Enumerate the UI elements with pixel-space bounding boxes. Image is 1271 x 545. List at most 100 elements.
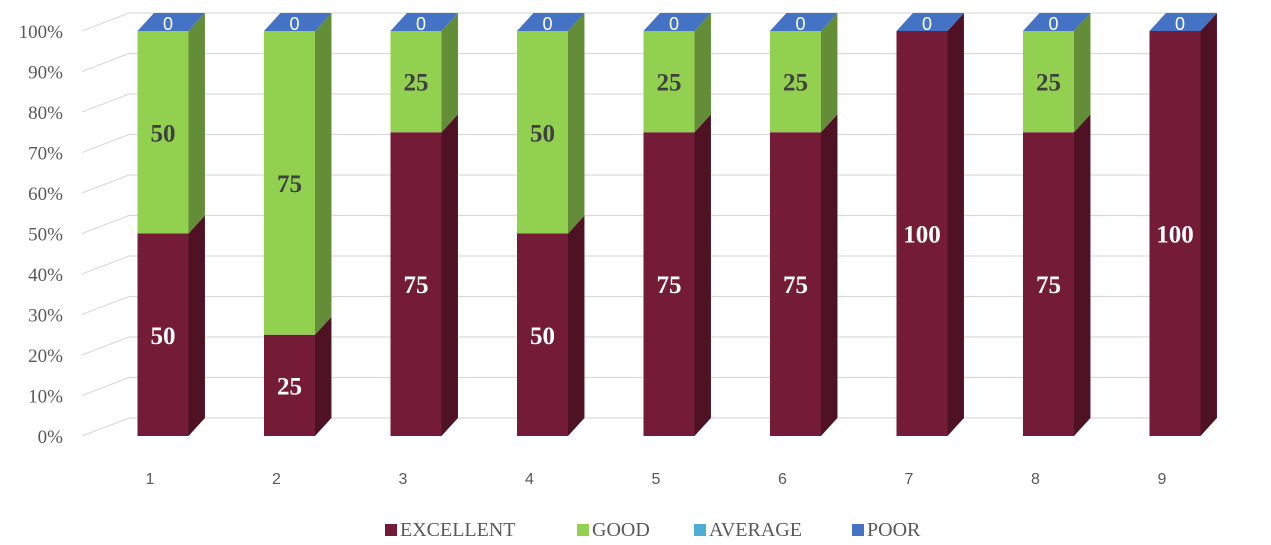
legend-swatch-good: [577, 524, 589, 536]
data-label-excellent-5: 75: [657, 272, 682, 299]
legend-swatch-poor: [852, 524, 864, 536]
bar-excellent-7: [896, 31, 948, 436]
bar-good-8: [1023, 31, 1074, 133]
bar-top-5: [643, 13, 711, 31]
y-tick-label: 70%: [28, 144, 63, 165]
x-tick-label: 8: [1031, 471, 1040, 488]
bar-excellent-6: [770, 132, 821, 436]
data-label-zero-4: 0: [542, 14, 552, 34]
bar-side-good-3: [441, 13, 458, 133]
bar-side-good-4: [568, 13, 585, 234]
bars: [137, 13, 1217, 436]
gridline: [81, 93, 1216, 113]
y-tick-label: 30%: [28, 306, 63, 327]
gridline: [81, 52, 1216, 73]
gridline: [81, 417, 1216, 437]
bar-side-excellent-1: [188, 215, 205, 436]
bar-excellent-3: [390, 132, 442, 436]
data-label-zero-5: 0: [669, 14, 679, 34]
bar-excellent-5: [643, 132, 695, 436]
x-tick-label: 5: [652, 471, 661, 488]
gridline: [81, 214, 1216, 235]
data-label-good-3: 25: [404, 70, 429, 97]
bar-good-4: [517, 31, 568, 234]
gridline: [81, 133, 1216, 154]
bar-side-good-2: [315, 13, 332, 335]
bar-side-excellent-3: [441, 114, 458, 436]
data-label-good-2: 75: [277, 171, 302, 198]
bar-side-excellent-5: [694, 114, 711, 436]
bar-excellent-4: [517, 233, 568, 436]
data-label-zero-1: 0: [163, 14, 173, 34]
x-tick-label: 1: [146, 471, 155, 488]
data-label-excellent-3: 75: [404, 272, 429, 299]
bar-top-2: [264, 13, 332, 31]
data-label-excellent-6: 75: [783, 272, 808, 299]
data-label-zero-8: 0: [1048, 14, 1058, 34]
bar-good-3: [390, 31, 442, 133]
bar-side-excellent-2: [315, 316, 332, 436]
y-axis-ticks: 0% 10% 20% 30% 40% 50% 60% 70% 80% 90% 100%: [19, 22, 64, 448]
data-label-good-8: 25: [1036, 70, 1061, 97]
bar-good-2: [264, 31, 315, 335]
bar-excellent-2: [264, 334, 315, 436]
bar-top-9: [1149, 13, 1217, 31]
gridline: [81, 336, 1216, 356]
data-label-zero-7: 0: [922, 14, 932, 34]
bar-top-6: [770, 13, 838, 31]
data-label-excellent-8: 75: [1036, 272, 1061, 299]
bar-top-7: [896, 13, 964, 31]
data-label-zero-2: 0: [289, 14, 299, 34]
data-label-zero-3: 0: [416, 14, 426, 34]
data-label-excellent-4: 50: [530, 323, 555, 350]
legend-label-poor: POOR: [867, 519, 921, 541]
y-tick-label: 90%: [28, 63, 63, 84]
x-tick-label: 9: [1158, 471, 1167, 488]
data-label-excellent-9: 100: [1156, 222, 1194, 249]
bar-side-excellent-6: [821, 114, 838, 436]
y-tick-label: 100%: [19, 22, 64, 43]
data-label-zero-6: 0: [795, 14, 805, 34]
bar-side-excellent-4: [568, 215, 585, 436]
gridline: [81, 174, 1216, 194]
data-label-good-5: 25: [657, 70, 682, 97]
bar-side-excellent-8: [1074, 114, 1091, 436]
bar-excellent-9: [1149, 31, 1201, 436]
y-tick-label: 80%: [28, 103, 63, 124]
y-tick-label: 40%: [28, 265, 63, 286]
bar-good-5: [643, 31, 695, 133]
legend-label-average: AVERAGE: [709, 519, 802, 541]
x-tick-label: 7: [905, 471, 914, 488]
bar-good-6: [770, 31, 821, 133]
bar-side-good-5: [694, 13, 711, 133]
gridline: [81, 376, 1216, 397]
x-tick-label: 3: [399, 471, 408, 488]
data-label-excellent-2: 25: [277, 373, 302, 400]
data-label-good-4: 50: [530, 120, 555, 147]
y-tick-label: 10%: [28, 387, 63, 408]
y-tick-label: 60%: [28, 184, 63, 205]
data-label-zero-9: 0: [1175, 14, 1185, 34]
x-axis-ticks: 1 2 3 4 5 6 7 8 9: [146, 471, 1167, 488]
legend-swatch-excellent: [385, 524, 397, 536]
bar-excellent-1: [137, 233, 189, 436]
y-tick-label: 0%: [38, 427, 64, 448]
gridlines: [81, 12, 1216, 437]
bar-top-1: [137, 13, 205, 31]
bar-side-good-8: [1074, 13, 1091, 133]
bar-side-excellent-7: [947, 13, 964, 436]
legend-label-good: GOOD: [592, 519, 650, 541]
legend: EXCELLENT GOOD AVERAGE POOR: [385, 519, 921, 541]
data-label-excellent-7: 100: [903, 222, 941, 249]
x-tick-label: 6: [778, 471, 787, 488]
bar-excellent-8: [1023, 132, 1074, 436]
bar-side-excellent-9: [1200, 13, 1217, 436]
data-label-good-6: 25: [783, 70, 808, 97]
bar-side-good-6: [821, 13, 838, 133]
bar-top-3: [390, 13, 458, 31]
legend-swatch-average: [694, 524, 706, 536]
bar-good-1: [137, 31, 189, 234]
data-label-excellent-1: 50: [151, 323, 176, 350]
gridline: [81, 255, 1216, 275]
